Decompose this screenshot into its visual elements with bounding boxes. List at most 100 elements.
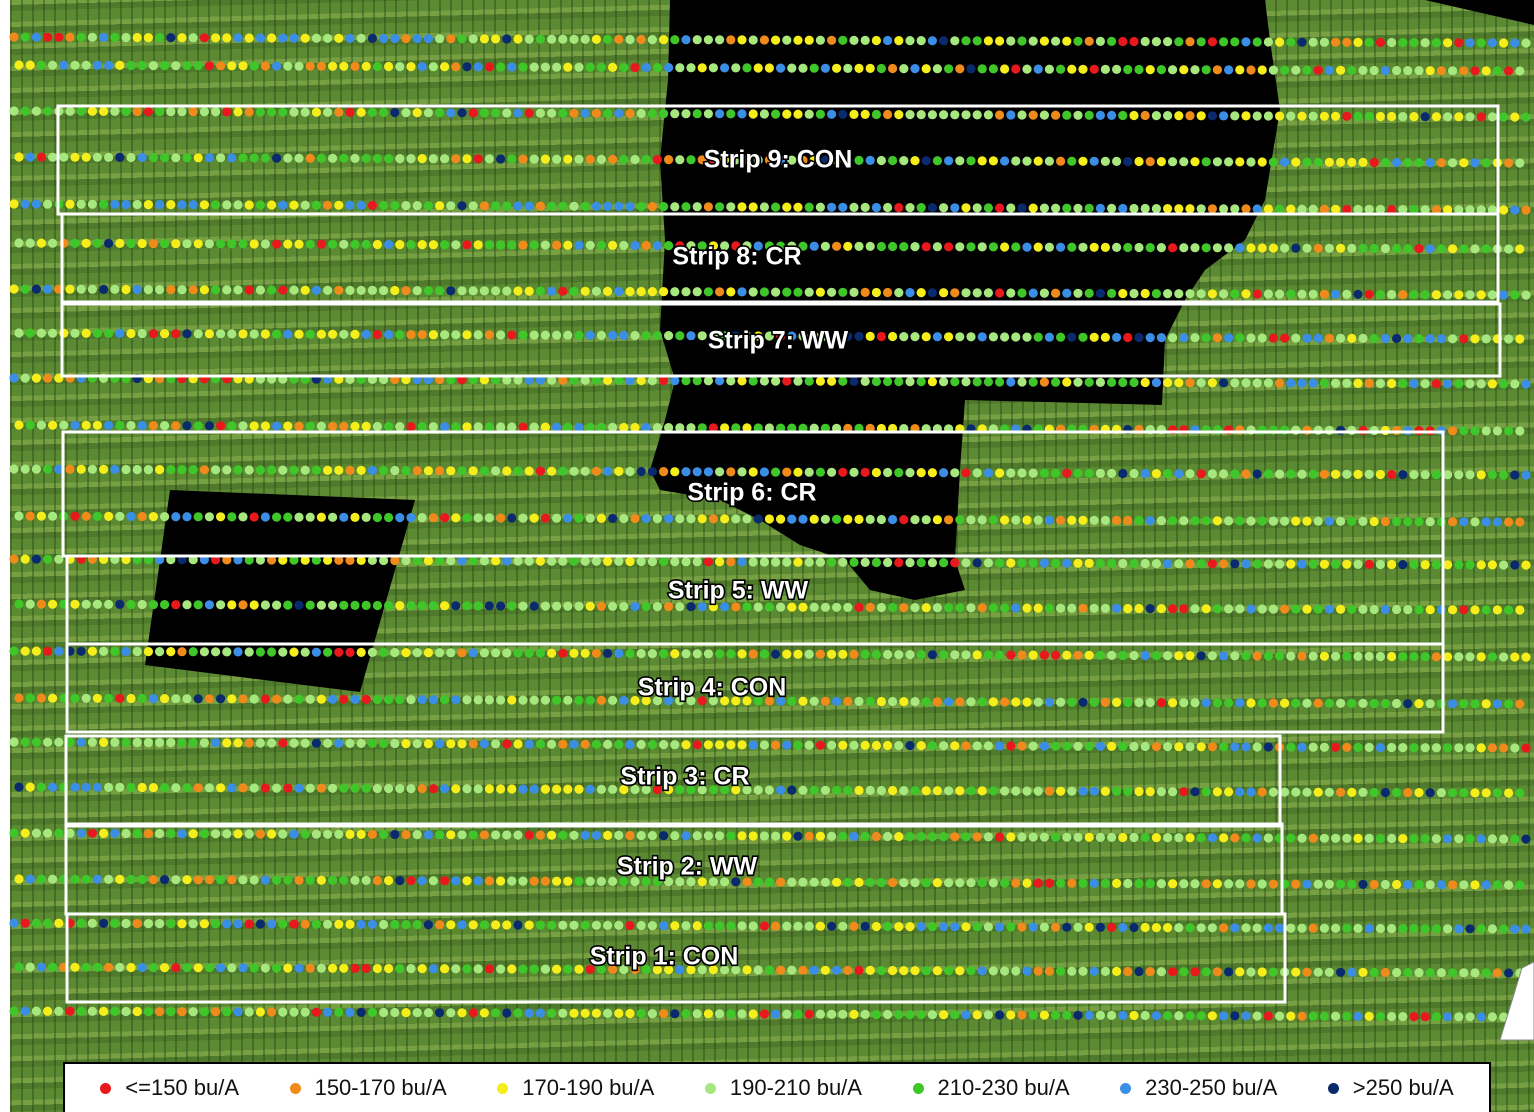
- yield-point: [87, 918, 97, 928]
- yield-point: [1140, 110, 1150, 121]
- yield-point: [473, 876, 483, 886]
- yield-point: [927, 377, 938, 387]
- yield-point: [484, 695, 494, 705]
- yield-point: [502, 34, 512, 44]
- yield-point: [300, 200, 310, 210]
- yield-point: [289, 738, 299, 748]
- yield-point: [854, 63, 864, 73]
- legend-dot-icon: [704, 1082, 716, 1094]
- yield-point: [137, 874, 147, 885]
- yield-point: [513, 201, 523, 211]
- yield-point: [14, 152, 24, 162]
- yield-point: [406, 240, 416, 250]
- yield-point: [636, 108, 646, 119]
- yield-point: [1000, 332, 1010, 342]
- yield-point: [1000, 242, 1010, 252]
- yield-point: [1286, 742, 1296, 752]
- yield-point: [1380, 787, 1390, 798]
- yield-point: [619, 601, 629, 612]
- yield-point: [793, 376, 803, 386]
- yield-point: [641, 601, 651, 612]
- yield-point: [961, 1010, 971, 1020]
- yield-point: [1347, 967, 1357, 978]
- yield-point: [899, 697, 909, 707]
- yield-point: [535, 830, 546, 840]
- yield-point: [619, 784, 629, 795]
- yield-point: [361, 421, 371, 431]
- yield-point: [686, 514, 696, 524]
- yield-point: [1246, 604, 1256, 614]
- yield-point: [860, 649, 870, 660]
- yield-point: [759, 467, 770, 477]
- yield-point: [1448, 244, 1458, 254]
- yield-point: [995, 558, 1005, 568]
- yield-point: [1470, 244, 1480, 254]
- yield-point: [328, 421, 338, 431]
- yield-point: [1017, 741, 1027, 751]
- yield-point: [1230, 651, 1240, 661]
- yield-point: [148, 511, 158, 522]
- yield-point: [283, 694, 293, 704]
- yield-point: [1257, 698, 1267, 708]
- yield-point: [939, 377, 949, 387]
- yield-point: [155, 1007, 165, 1017]
- yield-point: [417, 422, 427, 432]
- yield-point: [1044, 966, 1054, 976]
- yield-point: [888, 877, 898, 888]
- yield-point: [1414, 788, 1424, 798]
- yield-point: [1212, 243, 1222, 253]
- yield-point: [1190, 65, 1200, 75]
- yield-point: [294, 875, 304, 885]
- yield-point: [99, 32, 109, 43]
- yield-point: [1398, 38, 1408, 48]
- yield-point: [1112, 878, 1122, 889]
- yield-point: [513, 920, 523, 930]
- yield-point: [305, 421, 315, 431]
- yield-point: [1196, 651, 1206, 661]
- yield-point: [950, 203, 960, 213]
- yield-point: [278, 200, 288, 210]
- yield-point: [507, 513, 517, 523]
- yield-point: [384, 153, 394, 164]
- yield-point: [748, 921, 758, 931]
- yield-point: [1521, 652, 1531, 662]
- yield-point: [977, 242, 987, 252]
- yield-point: [121, 737, 131, 748]
- yield-point: [428, 784, 438, 794]
- yield-point: [1140, 288, 1150, 299]
- yield-point: [339, 239, 349, 249]
- yield-point: [787, 602, 797, 612]
- yield-point: [1297, 742, 1307, 752]
- yield-point: [675, 965, 685, 975]
- yield-point: [14, 962, 24, 972]
- yield-point: [798, 785, 808, 795]
- yield-point: [233, 829, 243, 839]
- yield-point: [737, 467, 747, 477]
- yield-point: [574, 62, 584, 72]
- yield-point: [1095, 832, 1105, 843]
- yield-point: [1163, 1011, 1173, 1021]
- yield-point: [484, 784, 494, 794]
- yield-point: [227, 783, 237, 793]
- yield-point: [1353, 923, 1363, 934]
- yield-point: [1336, 967, 1346, 977]
- yield-point: [966, 786, 976, 796]
- yield-point: [1280, 787, 1290, 797]
- yield-point: [1129, 288, 1139, 299]
- yield-point: [87, 199, 97, 209]
- yield-point: [596, 513, 607, 524]
- yield-point: [1073, 203, 1083, 213]
- yield-point: [742, 602, 752, 612]
- yield-point: [1515, 334, 1525, 344]
- yield-point: [423, 739, 433, 749]
- yield-point: [596, 964, 607, 975]
- yield-point: [849, 921, 859, 932]
- yield-point: [446, 739, 456, 749]
- yield-point: [625, 34, 635, 45]
- yield-point: [614, 1008, 624, 1019]
- yield-point: [574, 964, 584, 974]
- yield-point: [372, 875, 382, 886]
- north-arrow-icon: [1499, 961, 1534, 1041]
- yield-point: [126, 328, 136, 339]
